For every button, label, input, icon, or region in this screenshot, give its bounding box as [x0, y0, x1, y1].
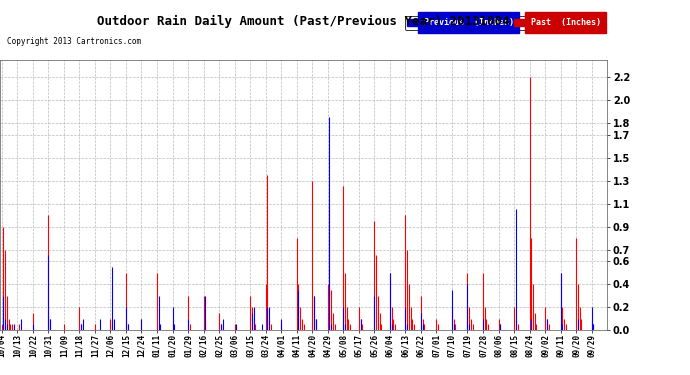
Text: Copyright 2013 Cartronics.com: Copyright 2013 Cartronics.com — [7, 38, 141, 46]
Legend: Previous  (Inches), Past  (Inches): Previous (Inches), Past (Inches) — [405, 16, 603, 30]
Text: Outdoor Rain Daily Amount (Past/Previous Year) 20131004: Outdoor Rain Daily Amount (Past/Previous… — [97, 15, 510, 28]
